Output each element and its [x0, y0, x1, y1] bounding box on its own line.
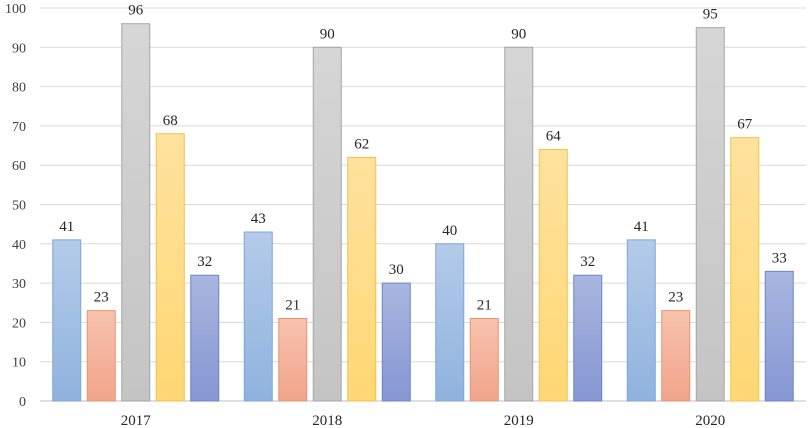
- gridlines: [40, 7, 806, 402]
- bar-2017-5: [190, 274, 220, 402]
- bar-2020-2: [661, 310, 691, 402]
- data-labels: 41 23 96 68 32 43 21 90 62 30 40 21 90 64 32 41 23 95 67 33: [59, 3, 787, 314]
- bar-2017-3: [121, 23, 151, 402]
- bar-2019-5: [573, 274, 603, 402]
- x-axis-category-labels: 2017 2018 2019 2020: [121, 413, 726, 428]
- data-label: 62: [354, 136, 369, 152]
- data-label: 23: [94, 290, 109, 306]
- data-label: 33: [772, 250, 787, 266]
- y-tick-label: 20: [12, 316, 26, 331]
- x-category-label: 2018: [312, 413, 342, 428]
- bar-2020-3: [695, 27, 725, 402]
- data-label: 95: [703, 7, 718, 23]
- x-category-label: 2019: [504, 413, 534, 428]
- bar-2018-2: [278, 317, 308, 402]
- bar-2020-5: [764, 270, 794, 402]
- data-label: 96: [128, 3, 144, 19]
- bar-2019-2: [469, 317, 499, 402]
- bar-2017-4: [155, 133, 185, 402]
- data-label: 21: [477, 297, 492, 313]
- data-label: 23: [668, 290, 683, 306]
- y-tick-label: 100: [5, 2, 26, 17]
- y-tick-label: 10: [12, 356, 26, 371]
- data-label: 41: [59, 219, 74, 235]
- data-label: 64: [546, 128, 562, 144]
- data-label: 67: [737, 117, 753, 133]
- bar-2018-5: [381, 282, 411, 402]
- data-label: 90: [511, 26, 526, 42]
- y-tick-label: 0: [19, 395, 26, 410]
- bars: [52, 23, 794, 402]
- bar-2020-1: [626, 239, 656, 402]
- bar-2019-3: [504, 46, 534, 402]
- y-tick-label: 40: [12, 238, 26, 253]
- bar-2019-1: [435, 243, 465, 402]
- y-tick-label: 90: [12, 41, 26, 56]
- bar-2018-4: [347, 156, 377, 402]
- bar-2020-4: [730, 137, 760, 402]
- y-axis-tick-labels: 0 10 20 30 40 50 60 70 80 90 100: [5, 2, 26, 410]
- data-label: 21: [285, 297, 300, 313]
- data-label: 90: [320, 26, 335, 42]
- y-tick-label: 50: [12, 199, 26, 214]
- x-category-label: 2020: [695, 413, 725, 428]
- data-label: 41: [634, 219, 649, 235]
- data-label: 30: [389, 262, 404, 278]
- y-tick-label: 70: [12, 120, 26, 135]
- bar-2018-1: [243, 231, 273, 402]
- data-label: 40: [442, 223, 457, 239]
- x-category-label: 2017: [121, 413, 152, 428]
- y-tick-label: 80: [12, 81, 26, 96]
- bar-2017-2: [86, 310, 116, 402]
- y-tick-label: 30: [12, 277, 26, 292]
- bar-2019-4: [538, 148, 568, 402]
- y-tick-label: 60: [12, 159, 26, 174]
- bar-2018-3: [312, 46, 342, 402]
- bar-2017-1: [52, 239, 82, 402]
- data-label: 43: [251, 211, 266, 227]
- data-label: 32: [580, 254, 595, 270]
- data-label: 32: [197, 254, 212, 270]
- data-label: 68: [163, 113, 178, 129]
